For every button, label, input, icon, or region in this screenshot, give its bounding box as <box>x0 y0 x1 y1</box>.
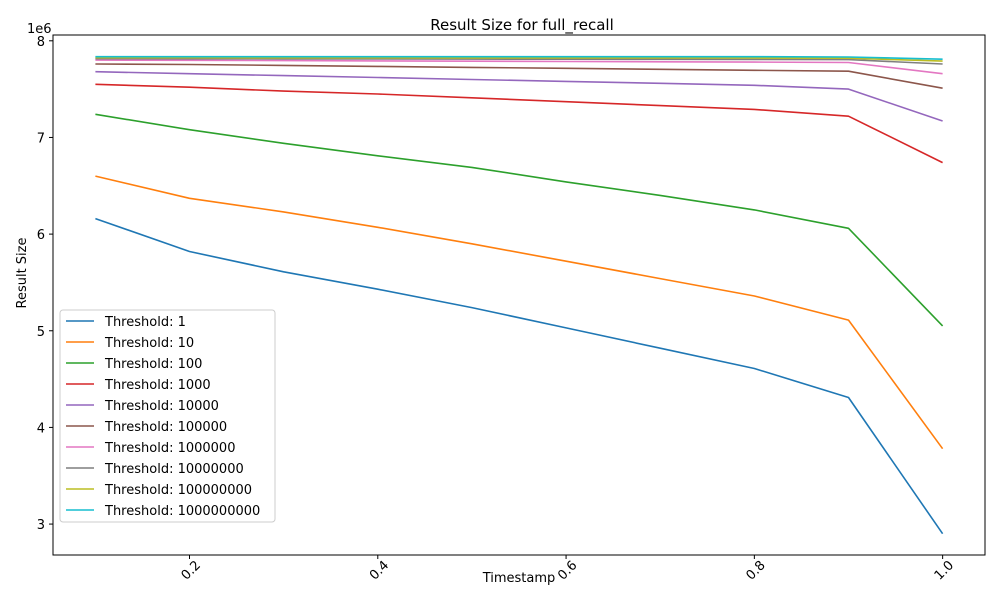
y-axis-title: Result Size <box>15 238 30 309</box>
legend-label-8: Threshold: 10000000 <box>104 462 244 477</box>
y-tick-label: 8 <box>37 35 45 50</box>
legend-label-5: Threshold: 10000 <box>104 399 219 414</box>
series-line-8 <box>95 57 943 65</box>
y-tick-label: 3 <box>37 518 45 533</box>
legend-label-4: Threshold: 1000 <box>104 378 211 393</box>
legend-label-7: Threshold: 1000000 <box>104 441 235 456</box>
series-line-1 <box>95 217 944 535</box>
y-tick-label: 4 <box>37 421 45 436</box>
y-axis-offset-text: 1e6 <box>27 22 52 37</box>
legend-label-3: Threshold: 100 <box>104 357 202 372</box>
series-line-4 <box>95 83 943 164</box>
legend-label-9: Threshold: 100000000 <box>104 483 252 498</box>
legend-label-6: Threshold: 100000 <box>104 420 227 435</box>
plot-frame <box>52 34 986 556</box>
series-line-9 <box>95 56 943 62</box>
y-axis-ticks: 3 4 5 6 7 8 <box>37 35 53 533</box>
y-tick-label: 6 <box>37 228 45 243</box>
series-line-10 <box>95 55 943 60</box>
series-line-7 <box>95 59 943 75</box>
series-line-5 <box>95 70 943 122</box>
legend-label-2: Threshold: 10 <box>104 336 194 351</box>
x-axis-title: Timestamp <box>482 571 556 586</box>
y-tick-label: 5 <box>37 325 45 340</box>
series-line-3 <box>95 113 944 327</box>
legend-label-1: Threshold: 1 <box>104 315 186 330</box>
series-line-2 <box>95 175 944 450</box>
series-lines <box>95 55 944 535</box>
y-tick-label: 7 <box>37 131 45 146</box>
chart-title: Result Size for full_recall <box>430 16 614 35</box>
legend-label-10: Threshold: 1000000000 <box>104 504 260 519</box>
legend: Threshold: 1 Threshold: 10 Threshold: 100 T… <box>59 309 276 523</box>
series-line-6 <box>95 63 943 89</box>
legend-box <box>59 309 276 523</box>
